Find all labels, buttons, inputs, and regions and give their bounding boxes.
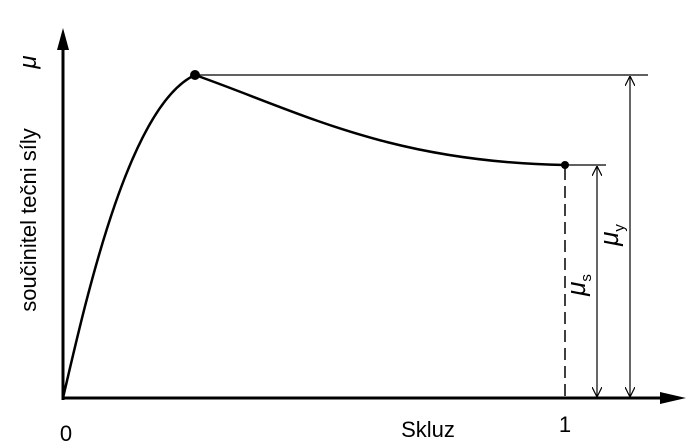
subscript: s [578, 274, 595, 282]
symbol: μ [594, 232, 624, 247]
y-axis-arrow [57, 28, 69, 50]
x-origin-label: 0 [60, 421, 72, 441]
mu-y-label: μy [594, 224, 628, 247]
x-label: Skluz [401, 417, 455, 441]
mu-s-label: μs [561, 274, 595, 297]
symbol: μ [561, 282, 591, 297]
x-one-label: 1 [559, 412, 571, 437]
subscript: y [611, 224, 628, 232]
y-symbol: μ [15, 55, 42, 69]
y-label: součinitel tečni síly [16, 128, 41, 311]
x-axis-arrow [660, 392, 686, 404]
